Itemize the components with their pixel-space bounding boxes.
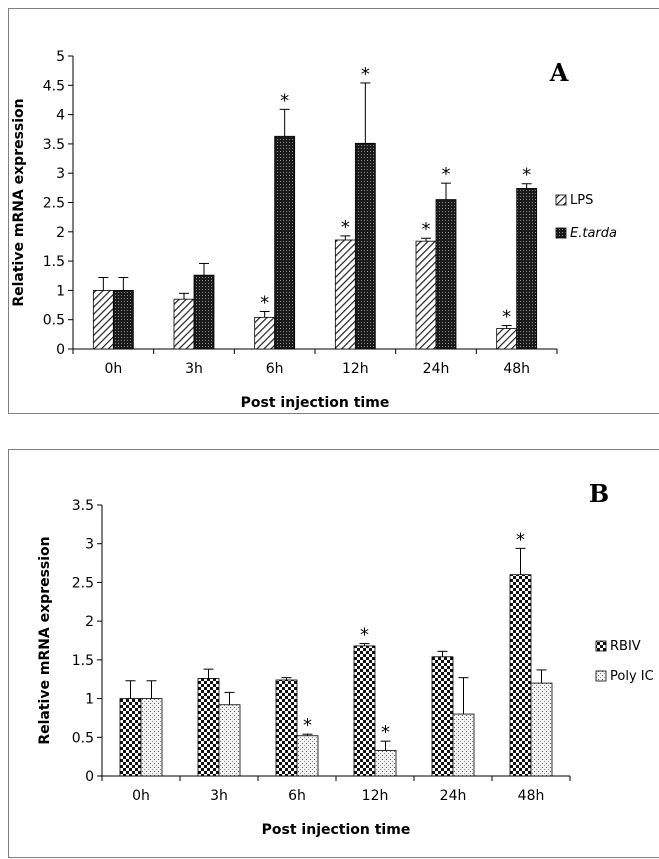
- legend-label: LPS: [570, 193, 593, 208]
- chart-a-svg: 0 0.5 1 1.5 2 2.5 3 3.5 4 4.5 5 0h 3h 6h 12h 24h 48h * * * *…: [11, 49, 617, 411]
- y-tick-label: 2.5: [43, 196, 65, 212]
- bar-checkerboard: [197, 678, 220, 777]
- y-tick-label: 0.5: [43, 313, 65, 329]
- bar-dense-dots: [435, 199, 457, 350]
- y-tick-label: 1: [56, 283, 65, 299]
- bar-checkerboard: [509, 574, 532, 777]
- y-axis-title: Relative mRNA expression: [11, 98, 27, 306]
- y-tick-label: 0: [56, 342, 65, 358]
- bar-diagonal-hatch: [334, 239, 356, 350]
- y-tick-label: 3.5: [43, 137, 65, 153]
- bar-dense-dots: [354, 142, 376, 350]
- x-tick-label: 6h: [288, 788, 306, 804]
- bar-checkerboard: [275, 679, 298, 777]
- y-tick-label: 1.5: [43, 254, 65, 270]
- x-axis-title: Post injection time: [262, 822, 411, 838]
- legend-label: Poly IC: [610, 669, 654, 684]
- significance-star: *: [502, 307, 511, 328]
- bar-sparse-dots: [218, 704, 241, 777]
- chart-panel-a: 0 0.5 1 1.5 2 2.5 3 3.5 4 4.5 5 0h 3h 6h 12h 24h 48h * * * *…: [8, 8, 659, 414]
- x-tick-label: 3h: [210, 788, 228, 804]
- y-tick-label: 3.5: [72, 498, 94, 514]
- bar-sparse-dots: [452, 713, 475, 777]
- significance-star: *: [303, 715, 312, 736]
- y-tick-label: 2: [56, 225, 65, 241]
- significance-star: *: [361, 64, 370, 85]
- y-tick-label: 4: [56, 108, 65, 124]
- bar-checkerboard: [119, 698, 142, 777]
- bar-dense-dots: [112, 289, 134, 350]
- bar-sparse-dots: [140, 698, 163, 777]
- bar-dense-dots: [516, 188, 538, 350]
- significance-star: *: [522, 165, 531, 186]
- x-tick-label: 3h: [185, 361, 203, 377]
- significance-star: *: [341, 217, 350, 238]
- x-axis-title: Post injection time: [241, 395, 390, 411]
- x-tick-label: 24h: [423, 361, 450, 377]
- y-tick-label: 2: [85, 614, 94, 630]
- bar-diagonal-hatch: [254, 316, 276, 350]
- significance-star: *: [516, 529, 525, 550]
- bar-diagonal-hatch: [92, 289, 114, 350]
- bar-checkerboard: [431, 656, 454, 777]
- x-tick-label: 0h: [132, 788, 150, 804]
- legend-swatch: [555, 227, 567, 239]
- bar-dense-dots: [193, 274, 215, 350]
- legend-label: E.tarda: [570, 226, 617, 241]
- legend-swatch: [595, 640, 607, 652]
- significance-star: *: [360, 625, 369, 646]
- chart-panel-b: 0 0.5 1 1.5 2 2.5 3 3.5 0h 3h 6h 12h 24h 48h * * * * Post …: [8, 449, 659, 858]
- legend-swatch: [595, 670, 607, 682]
- bar-diagonal-hatch: [496, 328, 518, 350]
- y-tick-label: 1.5: [72, 653, 94, 669]
- panel-label: A: [549, 58, 569, 87]
- y-axis-title: Relative mRNA expression: [37, 536, 53, 744]
- bar-checkerboard: [353, 645, 376, 777]
- x-tick-label: 12h: [342, 361, 369, 377]
- y-tick-label: 3: [85, 537, 94, 553]
- x-tick-label: 12h: [362, 788, 389, 804]
- x-tick-label: 24h: [440, 788, 467, 804]
- significance-star: *: [422, 219, 431, 240]
- y-tick-label: 3: [56, 166, 65, 182]
- y-tick-label: 0.5: [72, 730, 94, 746]
- chart-b-svg: 0 0.5 1 1.5 2 2.5 3 3.5 0h 3h 6h 12h 24h 48h * * * * Post …: [37, 479, 654, 838]
- x-tick-label: 48h: [503, 361, 530, 377]
- bar-sparse-dots: [530, 682, 553, 777]
- legend-label: RBIV: [610, 639, 641, 654]
- significance-star: *: [260, 292, 269, 313]
- bar-sparse-dots: [296, 735, 319, 777]
- x-tick-label: 48h: [518, 788, 545, 804]
- y-tick-label: 0: [85, 769, 94, 785]
- y-tick-label: 4.5: [43, 78, 65, 94]
- bar-diagonal-hatch: [173, 298, 195, 350]
- x-tick-label: 0h: [104, 361, 122, 377]
- legend-swatch: [555, 194, 567, 206]
- bar-sparse-dots: [374, 750, 397, 777]
- significance-star: *: [442, 164, 451, 185]
- panel-label: B: [589, 479, 609, 508]
- y-tick-label: 1: [85, 692, 94, 708]
- bar-dense-dots: [274, 135, 296, 350]
- significance-star: *: [280, 90, 289, 111]
- x-tick-label: 6h: [266, 361, 284, 377]
- significance-star: *: [381, 722, 390, 743]
- bar-diagonal-hatch: [415, 240, 437, 350]
- y-tick-label: 2.5: [72, 575, 94, 591]
- y-tick-label: 5: [56, 49, 65, 65]
